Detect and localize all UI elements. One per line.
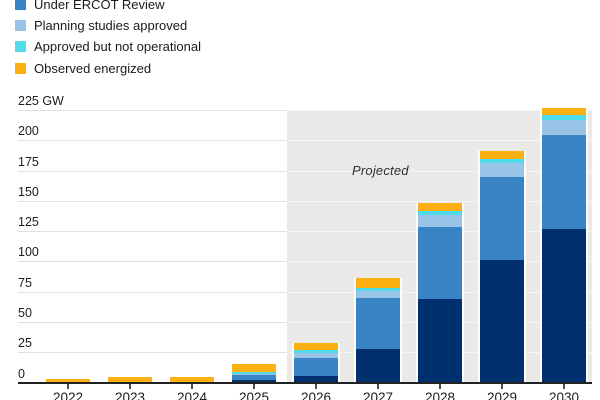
bar-2022 xyxy=(44,378,92,383)
x-tick-mark xyxy=(253,384,255,389)
projected-label: Projected xyxy=(352,163,409,178)
x-tick-label: 2024 xyxy=(176,389,208,400)
bar-segment-base-segment-legend-cropped xyxy=(356,348,400,383)
bar-segment-planning-studies-approved xyxy=(232,374,276,376)
y-tick-label: 50 xyxy=(18,305,32,320)
bar-segment-observed-energized xyxy=(46,378,90,383)
bar-segment-base-segment-legend-cropped xyxy=(418,298,462,383)
bar-2023 xyxy=(106,377,154,383)
y-tick-label: 75 xyxy=(18,275,32,290)
gridline xyxy=(18,170,592,172)
y-tick-label: 200 xyxy=(18,124,39,139)
bar-segment-observed-energized xyxy=(542,107,586,116)
bar-segment-observed-energized xyxy=(108,377,152,383)
legend-label: Planning studies approved xyxy=(34,18,188,34)
gridline xyxy=(18,110,592,111)
x-tick-label: 2022 xyxy=(52,389,84,400)
bar-segment-approved-but-not-operational xyxy=(418,211,462,216)
bar-segment-approved-but-not-operational xyxy=(294,349,338,354)
bar-segment-planning-studies-approved xyxy=(480,163,524,177)
y-tick-label: 150 xyxy=(18,184,39,199)
y-tick-label: 25 xyxy=(18,336,32,351)
x-tick-label: 2025 xyxy=(238,389,270,400)
bar-segment-observed-energized xyxy=(232,363,276,373)
bar-2029 xyxy=(478,150,526,383)
bar-2025 xyxy=(230,363,278,383)
x-tick-mark xyxy=(439,384,441,389)
legend-swatch-icon xyxy=(15,0,26,10)
gridline xyxy=(18,231,592,233)
bar-segment-under-ercot-review xyxy=(356,298,400,349)
bar-segment-planning-studies-approved xyxy=(542,119,586,136)
bar-segment-approved-but-not-operational xyxy=(356,288,400,292)
bar-segment-under-ercot-review xyxy=(542,135,586,229)
x-tick-mark xyxy=(191,384,193,389)
x-tick-mark xyxy=(67,384,69,389)
bar-segment-approved-but-not-operational xyxy=(480,159,524,164)
y-tick-label: 125 xyxy=(18,215,39,230)
x-tick-mark xyxy=(129,384,131,389)
x-tick-label: 2023 xyxy=(114,389,146,400)
bar-segment-observed-energized xyxy=(418,202,462,212)
gridline xyxy=(18,200,592,202)
bar-segment-base-segment-legend-cropped xyxy=(542,228,586,383)
x-tick-mark xyxy=(501,384,503,389)
bar-segment-under-ercot-review xyxy=(418,227,462,299)
bar-2028 xyxy=(416,202,464,383)
bar-segment-under-ercot-review xyxy=(480,176,524,261)
bar-2027 xyxy=(354,278,402,383)
bar-segment-planning-studies-approved xyxy=(356,291,400,299)
bar-2026 xyxy=(292,343,340,383)
x-tick-mark xyxy=(315,384,317,389)
legend-label: Observed energized xyxy=(34,60,152,76)
gridline xyxy=(18,261,592,263)
gridline xyxy=(18,140,592,142)
bar-2030 xyxy=(540,107,588,383)
legend-swatch-icon xyxy=(15,41,26,53)
x-tick-label: 2030 xyxy=(548,389,580,400)
x-tick-mark xyxy=(377,384,379,389)
bar-segment-approved-but-not-operational xyxy=(542,115,586,120)
y-tick-label: 225 GW xyxy=(18,94,64,108)
legend-label: Under ERCOT Review xyxy=(34,0,165,12)
x-tick-label: 2029 xyxy=(486,389,518,400)
gridline xyxy=(18,291,592,293)
bar-segment-observed-energized xyxy=(480,150,524,160)
bar-segment-observed-energized xyxy=(170,377,214,383)
bar-2024 xyxy=(168,377,216,383)
bar-segment-observed-energized xyxy=(294,343,338,350)
x-tick-label: 2027 xyxy=(362,389,394,400)
legend-label: Approved but not operational xyxy=(34,39,201,55)
bar-segment-base-segment-legend-cropped xyxy=(232,380,276,383)
gridline xyxy=(18,321,592,323)
legend-swatch-icon xyxy=(15,62,26,74)
y-tick-label: 100 xyxy=(18,245,39,260)
bar-segment-base-segment-legend-cropped xyxy=(480,260,524,383)
bar-segment-approved-but-not-operational xyxy=(232,372,276,375)
x-tick-label: 2028 xyxy=(424,389,456,400)
x-tick-label: 2026 xyxy=(300,389,332,400)
y-tick-label: 0 xyxy=(18,366,25,381)
x-axis-line xyxy=(18,382,592,384)
y-tick-label: 175 xyxy=(18,154,39,169)
bar-segment-base-segment-legend-cropped xyxy=(294,375,338,383)
bar-segment-planning-studies-approved xyxy=(418,215,462,228)
bar-segment-planning-studies-approved xyxy=(294,353,338,359)
bar-segment-under-ercot-review xyxy=(294,358,338,376)
x-tick-mark xyxy=(563,384,565,389)
legend-swatch-icon xyxy=(15,20,26,32)
bar-segment-under-ercot-review xyxy=(232,375,276,381)
bar-segment-observed-energized xyxy=(356,278,400,289)
